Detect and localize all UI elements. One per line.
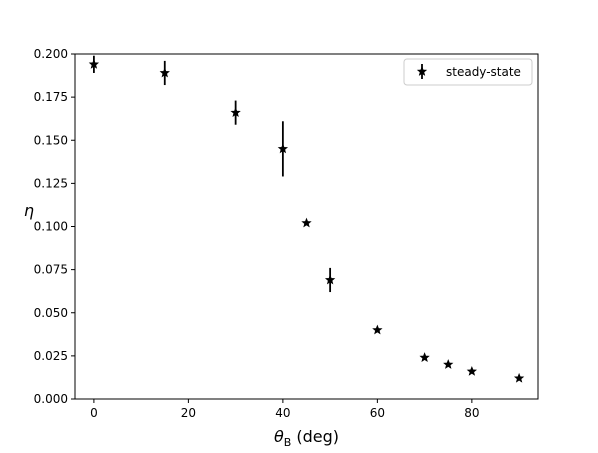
data-point-star [419, 352, 430, 362]
plot-frame [74, 53, 539, 400]
data-point-star [159, 67, 170, 78]
y-tick-label: 0.025 [34, 349, 68, 363]
data-point-star [277, 143, 289, 154]
y-axis-label: η [24, 201, 34, 220]
data-point-star [513, 372, 525, 383]
y-tick-label: 0.175 [34, 90, 68, 104]
data-point-star [324, 274, 336, 285]
x-axis-label-unit: (deg) [291, 427, 339, 446]
data-point-star [230, 107, 241, 118]
x-tick-label: 20 [181, 406, 196, 420]
x-tick-label: 0 [90, 406, 98, 420]
legend: steady-state [403, 58, 533, 86]
legend-marker-steady-state [416, 64, 428, 79]
series-layer [88, 55, 525, 383]
ticks-layer: 0 20 40 60 80 0.000 0.025 0.050 0.075 0.100 0.125 0… [34, 47, 480, 420]
legend-frame [403, 58, 533, 86]
y-tick-label: 0.125 [34, 176, 68, 190]
x-axis-label-subscript: B [284, 436, 292, 449]
x-tick-label: 80 [464, 406, 479, 420]
data-point-star [443, 359, 454, 369]
x-axis-label: θB (deg) [274, 427, 339, 449]
plot-area [75, 54, 538, 399]
x-tick-label: 40 [275, 406, 290, 420]
data-point-star [372, 324, 383, 335]
y-tick-label: 0.100 [34, 220, 68, 234]
data-point-star [88, 58, 100, 69]
data-point-star [301, 217, 312, 228]
y-tick-label: 0.000 [34, 392, 68, 406]
y-tick-label: 0.150 [34, 133, 68, 147]
y-tick-label: 0.050 [34, 306, 68, 320]
x-tick-label: 60 [370, 406, 385, 420]
legend-label-steady-state: steady-state [446, 65, 521, 79]
y-tick-label: 0.200 [34, 47, 68, 61]
x-axis-label-symbol: θ [274, 427, 284, 446]
legend-star-marker [416, 66, 428, 76]
y-tick-label: 0.075 [34, 263, 68, 277]
data-point-star [466, 365, 478, 376]
